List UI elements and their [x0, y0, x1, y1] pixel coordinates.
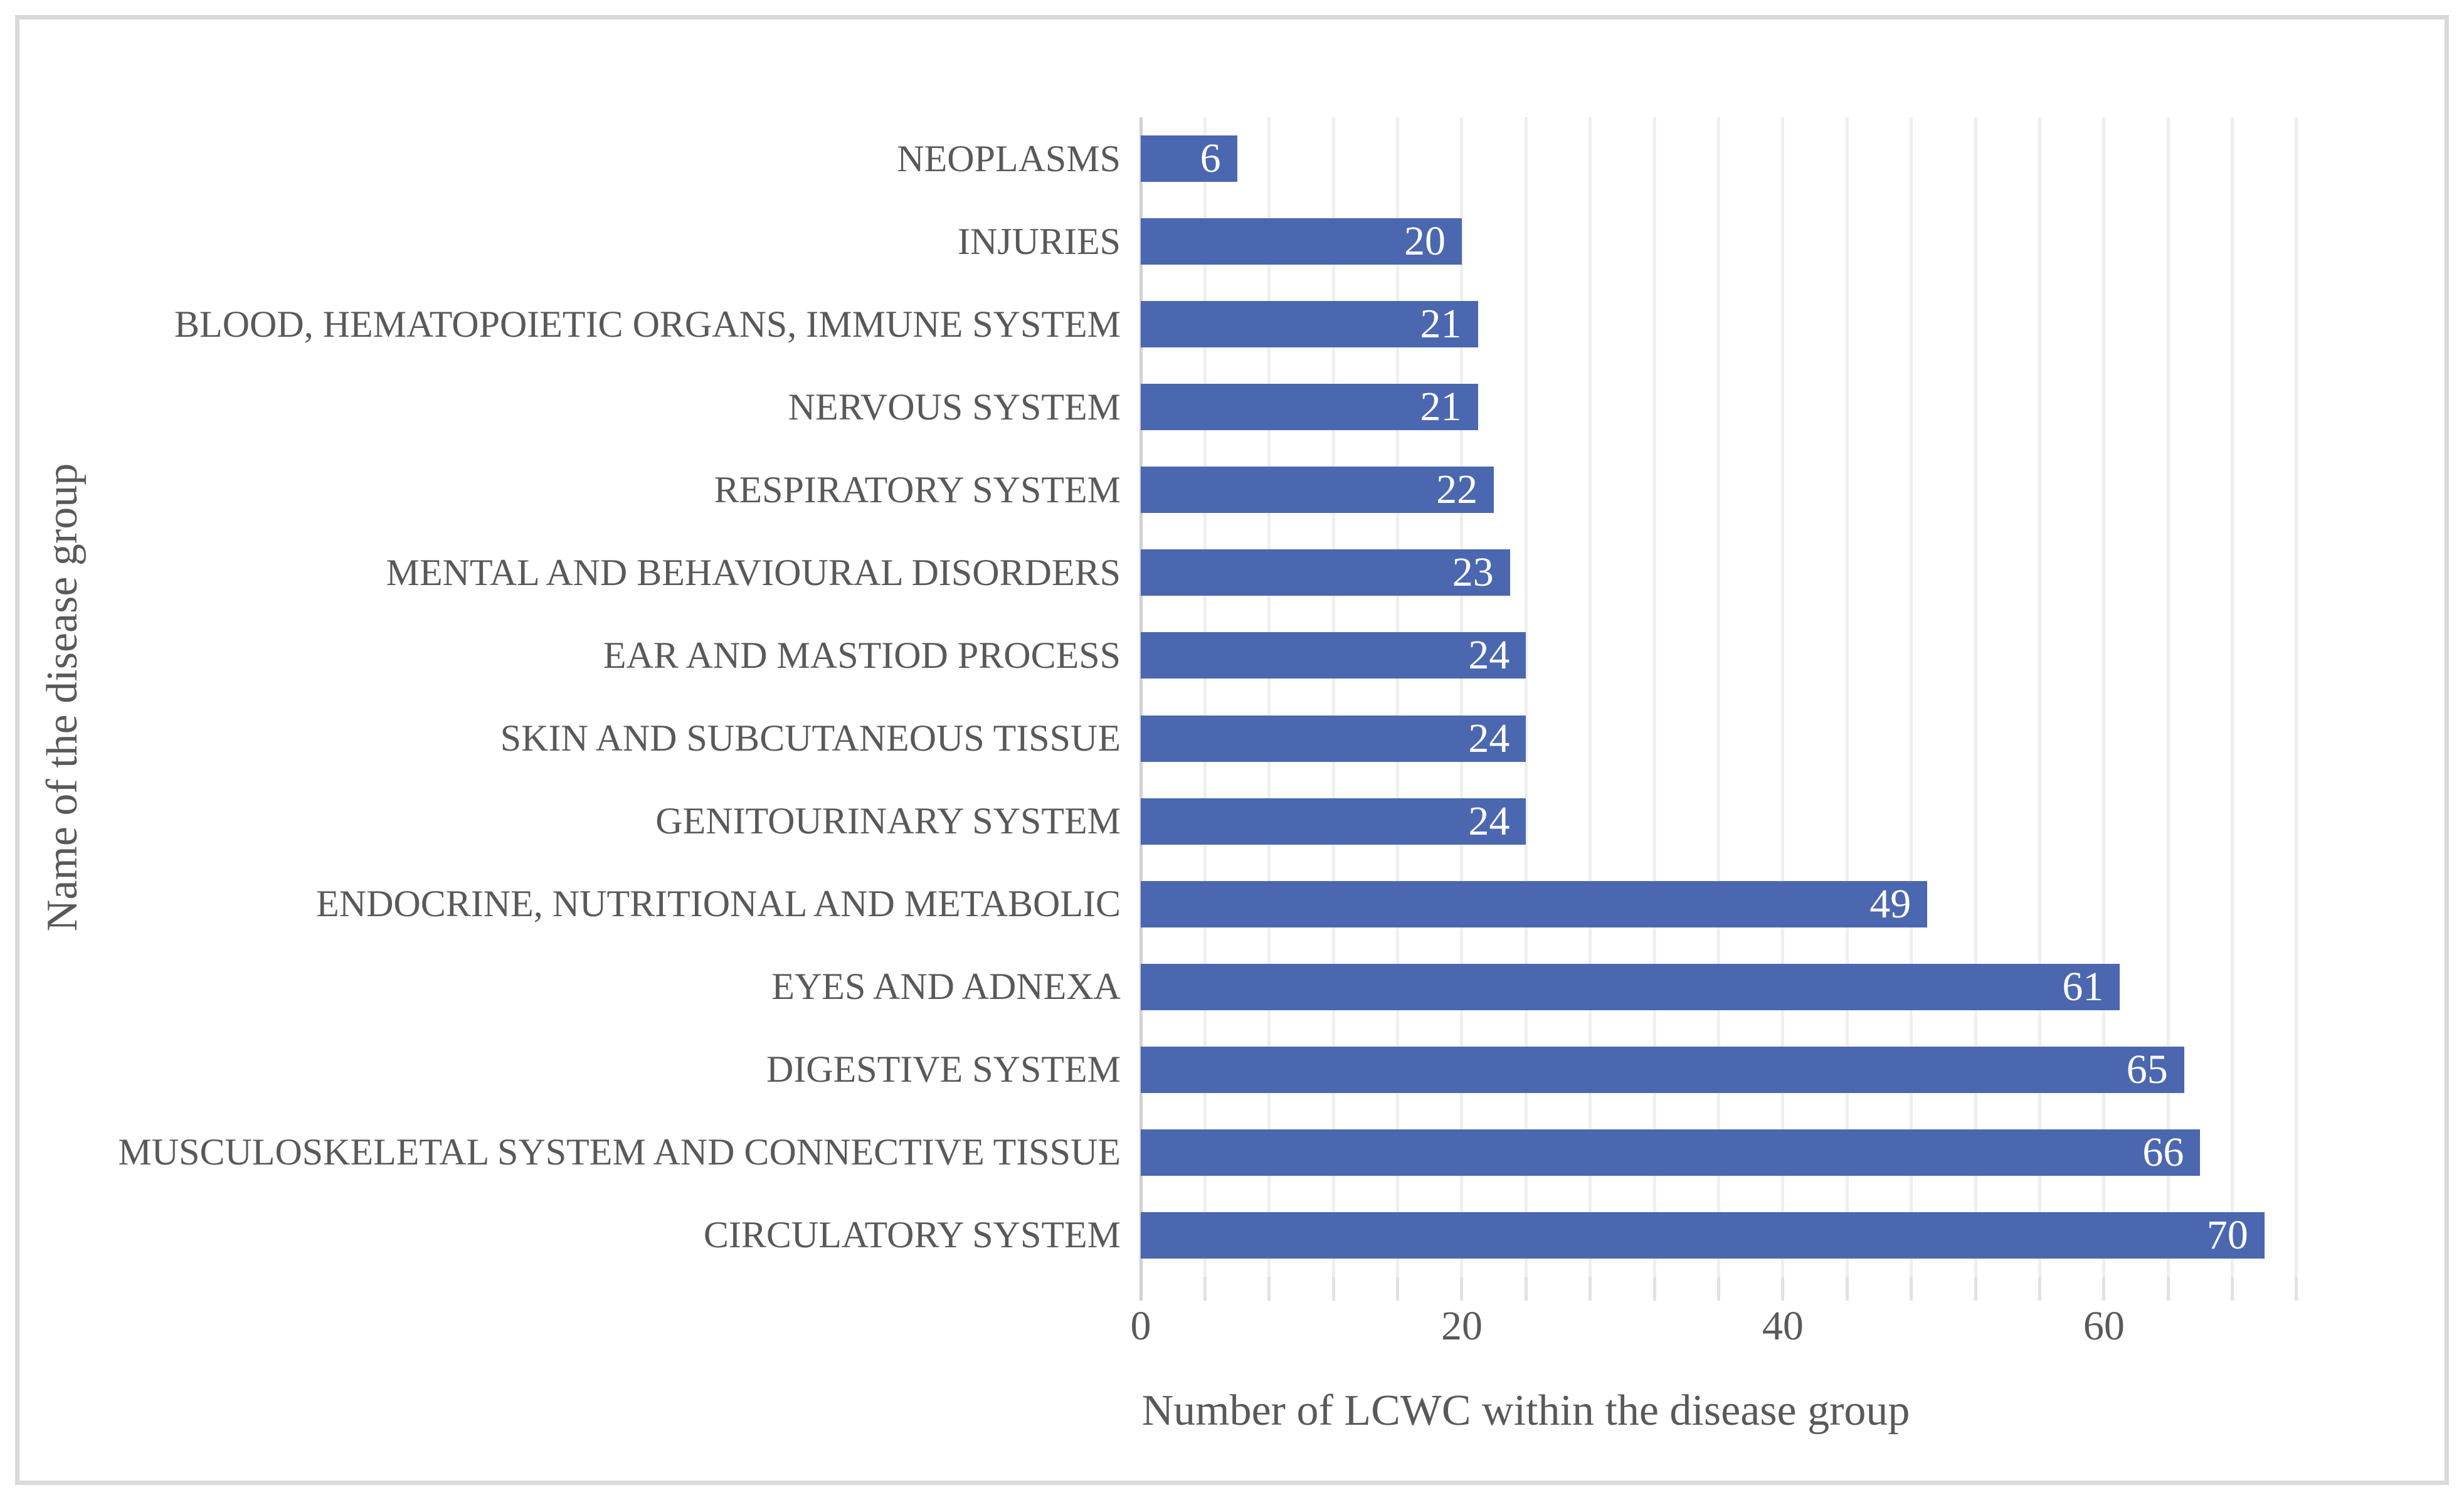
data-label: 65: [2126, 1046, 2168, 1092]
category-label: CIRCULATORY SYSTEM: [703, 1214, 1121, 1256]
bar: 21: [1141, 301, 1478, 348]
gridline: [1845, 117, 1849, 1277]
category-label: RESPIRATORY SYSTEM: [714, 468, 1121, 510]
gridline: [2102, 117, 2106, 1277]
category-label: ENDOCRINE, NUTRITIONAL AND METABOLIC: [316, 883, 1121, 925]
category-label: MUSCULOSKELETAL SYSTEM AND CONNECTIVE TI…: [118, 1131, 1121, 1173]
gridline: [1716, 117, 1720, 1277]
axis-tick-mark: [2166, 1277, 2170, 1301]
gridline: [1267, 117, 1271, 1277]
axis-tick-mark: [2231, 1277, 2234, 1301]
axis-tick-mark: [1716, 1277, 1720, 1301]
axis-tick-mark: [2102, 1277, 2106, 1301]
category-label: MENTAL AND BEHAVIOURAL DISORDERS: [386, 551, 1121, 593]
x-axis-title: Number of LCWC within the disease group: [1141, 1386, 1910, 1435]
data-label: 6: [1200, 135, 1221, 182]
axis-tick-mark: [1781, 1277, 1785, 1301]
value-axis-tick-label: 60: [2083, 1303, 2125, 1349]
axis-tick-mark: [1331, 1277, 1335, 1301]
axis-tick-mark: [1203, 1277, 1207, 1301]
data-label: 24: [1468, 632, 1510, 679]
value-axis-tick-label: 20: [1441, 1303, 1483, 1349]
category-label: DIGESTIVE SYSTEM: [766, 1048, 1121, 1091]
axis-tick-mark: [1845, 1277, 1849, 1301]
gridline: [1203, 117, 1207, 1277]
category-label: BLOOD, HEMATOPOIETIC ORGANS, IMMUNE SYST…: [174, 303, 1121, 345]
data-label: 49: [1869, 880, 1911, 927]
value-axis-tick-label: 0: [1130, 1303, 1151, 1349]
gridline: [1396, 117, 1400, 1277]
axis-tick-mark: [1910, 1277, 1913, 1301]
gridline: [1652, 117, 1656, 1277]
bar: 65: [1141, 1046, 2184, 1093]
gridline: [1331, 117, 1335, 1277]
bar: 21: [1141, 384, 1478, 431]
axis-tick-mark: [1589, 1277, 1592, 1301]
bar: 24: [1141, 632, 1526, 679]
gridline: [1974, 117, 1977, 1277]
bar: 23: [1141, 549, 1510, 596]
data-label: 24: [1468, 798, 1510, 844]
category-label: EYES AND ADNEXA: [771, 966, 1121, 1008]
axis-tick-mark: [1524, 1277, 1528, 1301]
data-label: 70: [2206, 1212, 2248, 1258]
category-label: NERVOUS SYSTEM: [788, 386, 1121, 428]
data-label: 24: [1468, 715, 1510, 761]
data-label: 61: [2062, 963, 2104, 1010]
data-label: 23: [1452, 549, 1494, 596]
data-label: 21: [1420, 301, 1462, 347]
category-label: INJURIES: [957, 220, 1121, 262]
gridline: [1910, 117, 1913, 1277]
category-label: SKIN AND SUBCUTANEOUS TISSUE: [500, 717, 1121, 759]
gridline: [1524, 117, 1528, 1277]
bar: 66: [1141, 1129, 2201, 1176]
category-label: GENITOURINARY SYSTEM: [655, 800, 1121, 842]
bar: 70: [1141, 1212, 2265, 1259]
gridline: [2166, 117, 2170, 1277]
bar: 6: [1141, 135, 1237, 182]
data-label: 20: [1404, 218, 1446, 265]
axis-tick-mark: [2038, 1277, 2041, 1301]
category-label: NEOPLASMS: [897, 137, 1121, 179]
bar: 24: [1141, 798, 1526, 845]
gridline: [1460, 117, 1464, 1277]
data-label: 66: [2142, 1129, 2184, 1175]
bar: 61: [1141, 963, 2120, 1010]
data-label: 22: [1436, 467, 1478, 513]
bar: 20: [1141, 218, 1462, 265]
bar: 22: [1141, 467, 1494, 514]
gridline: [2231, 117, 2234, 1277]
value-axis-tick-label: 40: [1762, 1303, 1804, 1349]
axis-tick-mark: [2295, 1277, 2298, 1301]
axis-tick-mark: [1974, 1277, 1977, 1301]
bar: 49: [1141, 880, 1928, 927]
bar: 24: [1141, 715, 1526, 762]
axis-tick-mark: [1139, 1277, 1143, 1301]
axis-tick-mark: [1267, 1277, 1271, 1301]
category-label: EAR AND MASTIOD PROCESS: [603, 634, 1121, 676]
gridline: [1781, 117, 1785, 1277]
gridline: [2038, 117, 2041, 1277]
gridline: [1589, 117, 1592, 1277]
data-label: 21: [1420, 384, 1462, 430]
gridline: [2295, 117, 2298, 1277]
value-axis-line: [1139, 117, 1143, 1277]
axis-tick-mark: [1460, 1277, 1464, 1301]
axis-tick-mark: [1652, 1277, 1656, 1301]
axis-tick-mark: [1396, 1277, 1400, 1301]
